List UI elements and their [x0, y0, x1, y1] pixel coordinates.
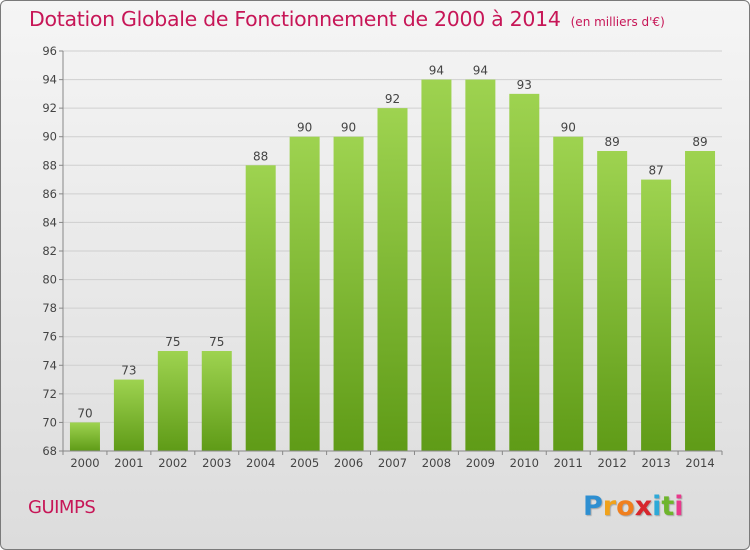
y-tick-label: 90: [42, 130, 57, 144]
bar: [113, 379, 144, 451]
logo-letter: o: [616, 491, 635, 522]
bar: [69, 422, 100, 451]
y-tick-label: 70: [42, 415, 57, 429]
data-label: 88: [253, 149, 268, 163]
data-label: 93: [517, 78, 532, 92]
data-label: 92: [385, 92, 400, 106]
y-tick-label: 76: [42, 330, 57, 344]
x-tick-label: 2002: [158, 456, 187, 470]
chart-subtitle: (en milliers d'€): [570, 15, 665, 29]
bars: 70 73 75 75 88 90 90 92 94 94 93 90 89 87 89: [69, 64, 716, 452]
title-text: Dotation Globale de Fonctionnement de 20…: [29, 7, 561, 31]
x-tick-label: 2011: [554, 456, 583, 470]
proxiti-logo[interactable]: Proxiti: [583, 491, 684, 522]
y-tick-label: 92: [42, 101, 57, 115]
location-label: GUIMPS: [28, 497, 96, 518]
bar: [465, 79, 496, 452]
y-tick-label: 96: [42, 44, 57, 58]
x-tick-label: 2014: [685, 456, 714, 470]
data-label: 94: [473, 64, 488, 78]
x-tick-label: 2004: [246, 456, 275, 470]
bar: [157, 351, 188, 451]
data-label: 87: [648, 164, 663, 178]
bar: [509, 93, 540, 451]
data-label: 90: [297, 121, 312, 135]
logo-letter: t: [661, 491, 675, 522]
y-tick-label: 72: [42, 387, 57, 401]
x-tick-label: 2003: [202, 456, 231, 470]
x-axis: 2000 2001 2002 2003 2004 2005 2006 2007 2008 2009…: [62, 450, 723, 470]
x-tick-label: 2008: [422, 456, 451, 470]
x-tick-label: 2006: [334, 456, 363, 470]
x-tick-label: 2009: [466, 456, 495, 470]
data-label: 75: [209, 335, 224, 349]
chart-title: Dotation Globale de Fonctionnement de 20…: [29, 7, 665, 31]
y-tick-label: 84: [42, 215, 57, 229]
x-tick-label: 2000: [70, 456, 99, 470]
data-label: 89: [692, 135, 707, 149]
bar: [333, 136, 364, 451]
bar: [685, 151, 716, 451]
y-tick-label: 78: [42, 301, 57, 315]
bar: [289, 136, 320, 451]
bar: [597, 151, 628, 451]
logo-letter: r: [602, 491, 617, 522]
y-tick-label: 74: [42, 358, 57, 372]
x-tick-label: 2013: [641, 456, 670, 470]
y-tick-label: 86: [42, 187, 57, 201]
data-label: 94: [429, 64, 444, 78]
logo-letter: i: [674, 491, 684, 522]
logo-letter: P: [583, 491, 603, 522]
y-tick-label: 80: [42, 273, 57, 287]
bar: [201, 351, 232, 451]
y-tick-label: 68: [42, 444, 57, 458]
y-tick-label: 88: [42, 158, 57, 172]
data-label: 89: [605, 135, 620, 149]
logo-letter: x: [634, 491, 653, 522]
y-tick-label: 82: [42, 244, 57, 258]
bar: [245, 165, 276, 452]
bar: [553, 136, 584, 451]
bar: [421, 79, 452, 452]
x-tick-label: 2010: [510, 456, 539, 470]
data-label: 70: [77, 406, 92, 420]
bar: [377, 108, 408, 452]
data-label: 90: [341, 121, 356, 135]
y-tick-label: 94: [42, 73, 57, 87]
data-label: 90: [561, 121, 576, 135]
x-tick-label: 2001: [114, 456, 143, 470]
logo-letter: i: [652, 491, 662, 522]
x-tick-label: 2007: [378, 456, 407, 470]
bar: [641, 179, 672, 452]
x-tick-label: 2005: [290, 456, 319, 470]
data-label: 73: [121, 364, 136, 378]
y-axis: 68 70 72 74 76 78 80 82 84 86 88 90 92 94 96: [42, 44, 64, 458]
data-label: 75: [165, 335, 180, 349]
x-tick-label: 2012: [598, 456, 627, 470]
